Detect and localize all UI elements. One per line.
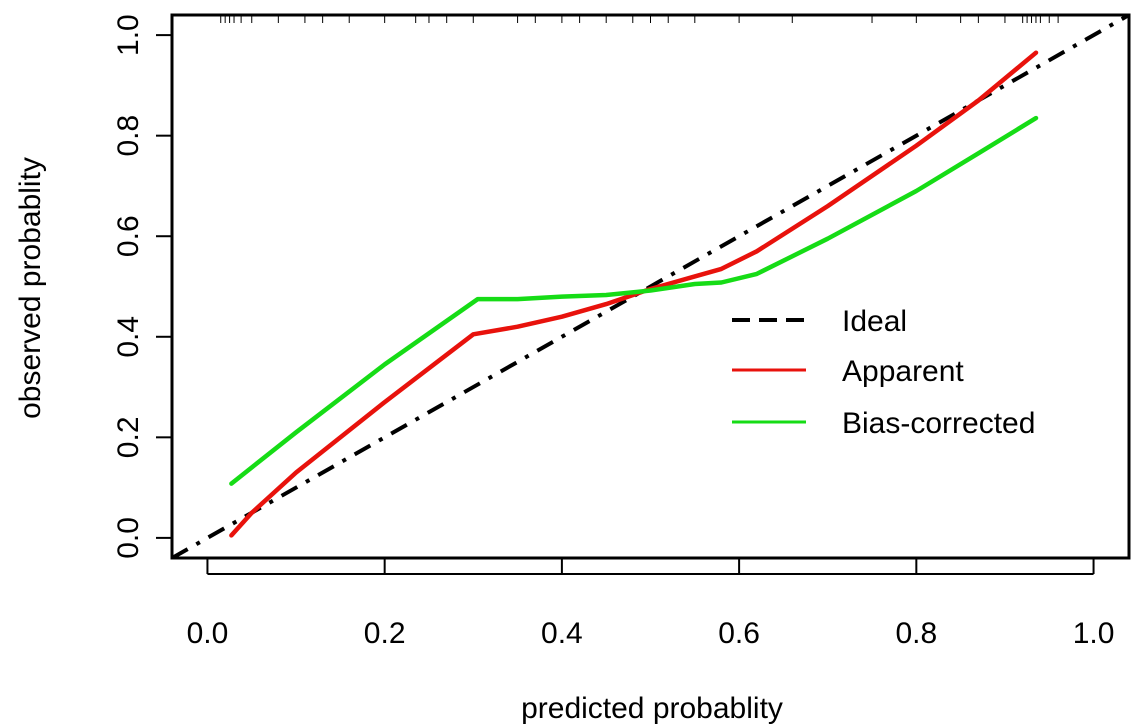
y-tick-label: 0.8 [112, 115, 145, 157]
plot-frame [170, 13, 1131, 560]
y-tick-label: 0.2 [112, 416, 145, 458]
y-tick-label: 1.0 [112, 14, 145, 56]
y-tick-label: 0.6 [112, 215, 145, 257]
y-tick-label: 0.0 [112, 517, 145, 559]
x-tick-label: 0.4 [541, 617, 583, 650]
x-tick-label: 0.2 [364, 617, 406, 650]
x-tick-label: 0.0 [187, 617, 229, 650]
series-line-bias-corrected [229, 115, 1039, 486]
legend: Ideal Apparent Bias-corrected [732, 305, 1035, 440]
y-axis-label: observed probablity [14, 157, 47, 419]
legend-label: Bias-corrected [842, 407, 1035, 440]
legend-label: Apparent [842, 355, 964, 388]
y-tick-label: 0.4 [112, 316, 145, 358]
x-tick-label: 0.6 [718, 617, 760, 650]
legend-label: Ideal [842, 305, 907, 338]
x-axis-label: predicted probablity [521, 692, 783, 725]
x-tick-label: 1.0 [1073, 617, 1115, 650]
x-tick-label: 0.8 [895, 617, 937, 650]
chart-marks [172, 15, 1129, 558]
chart-ticks: 0.0 0.2 0.4 0.6 0.8 1.0 0.0 0.2 0.4 0.6 0.8 1.0 [112, 14, 1114, 650]
series-line-ideal [172, 15, 1129, 558]
series-line-apparent [229, 50, 1039, 538]
